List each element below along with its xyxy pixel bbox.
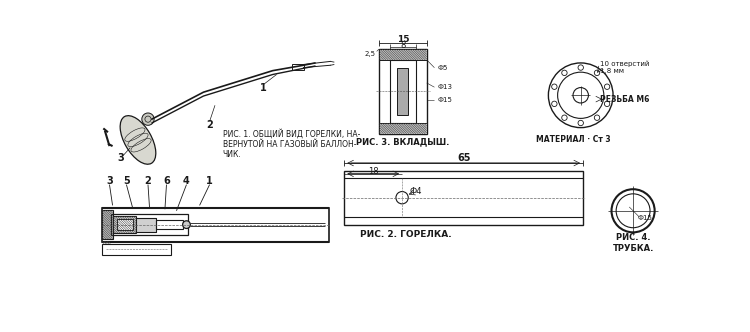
Text: 15: 15: [397, 35, 409, 43]
Text: 2: 2: [145, 176, 152, 186]
Text: 3: 3: [106, 176, 112, 186]
Text: 1: 1: [260, 83, 267, 93]
Text: 2,5: 2,5: [364, 51, 375, 57]
Bar: [344, 171, 583, 225]
Text: Ф13: Ф13: [437, 84, 452, 90]
Text: Ф15: Ф15: [638, 215, 652, 221]
Circle shape: [183, 221, 190, 228]
Ellipse shape: [120, 116, 156, 164]
Text: 18: 18: [368, 167, 379, 176]
Bar: [398, 67, 408, 115]
Text: Ф5: Ф5: [437, 65, 448, 71]
Circle shape: [142, 113, 154, 125]
Text: 2: 2: [206, 120, 213, 129]
Text: РИС. 2. ГОРЕЛКА.: РИС. 2. ГОРЕЛКА.: [360, 230, 452, 239]
Bar: [117, 219, 133, 230]
Text: 10 отверстий
1,8 мм: 10 отверстий 1,8 мм: [600, 60, 650, 74]
Text: 8: 8: [400, 41, 406, 50]
Text: МАТЕРИАЛ · Ст 3: МАТЕРИАЛ · Ст 3: [536, 135, 610, 144]
Bar: [102, 244, 171, 255]
Text: 3: 3: [118, 153, 124, 163]
Bar: [292, 64, 304, 70]
Bar: [102, 208, 329, 242]
Bar: [136, 218, 156, 232]
Bar: [156, 220, 183, 229]
Text: 65: 65: [457, 153, 470, 163]
Text: РИС. 1. ОБЩИЙ ВИД ГОРЕЛКИ, НА-
ВЕРНУТОЙ НА ГАЗОВЫЙ БАЛЛОН-
ЧИК.: РИС. 1. ОБЩИЙ ВИД ГОРЕЛКИ, НА- ВЕРНУТОЙ …: [223, 128, 360, 159]
Bar: [102, 210, 112, 239]
Text: 4: 4: [183, 176, 190, 186]
Bar: [390, 60, 416, 123]
Bar: [111, 214, 188, 235]
Text: Ф4: Ф4: [410, 187, 422, 196]
Text: РИС. 3. ВКЛАДЫШ.: РИС. 3. ВКЛАДЫШ.: [356, 137, 449, 146]
Text: РИС. 4.
ТРУБКА.: РИС. 4. ТРУБКА.: [613, 233, 654, 253]
Text: РЕЗЬБА М6: РЕЗЬБА М6: [600, 95, 650, 104]
Text: 1: 1: [206, 176, 213, 186]
Bar: [136, 218, 156, 232]
Text: 6: 6: [163, 176, 170, 186]
Bar: [379, 49, 427, 60]
Text: Ф15: Ф15: [437, 97, 452, 103]
Bar: [113, 216, 136, 233]
Bar: [379, 49, 427, 134]
Text: 5: 5: [123, 176, 130, 186]
Bar: [379, 123, 427, 134]
